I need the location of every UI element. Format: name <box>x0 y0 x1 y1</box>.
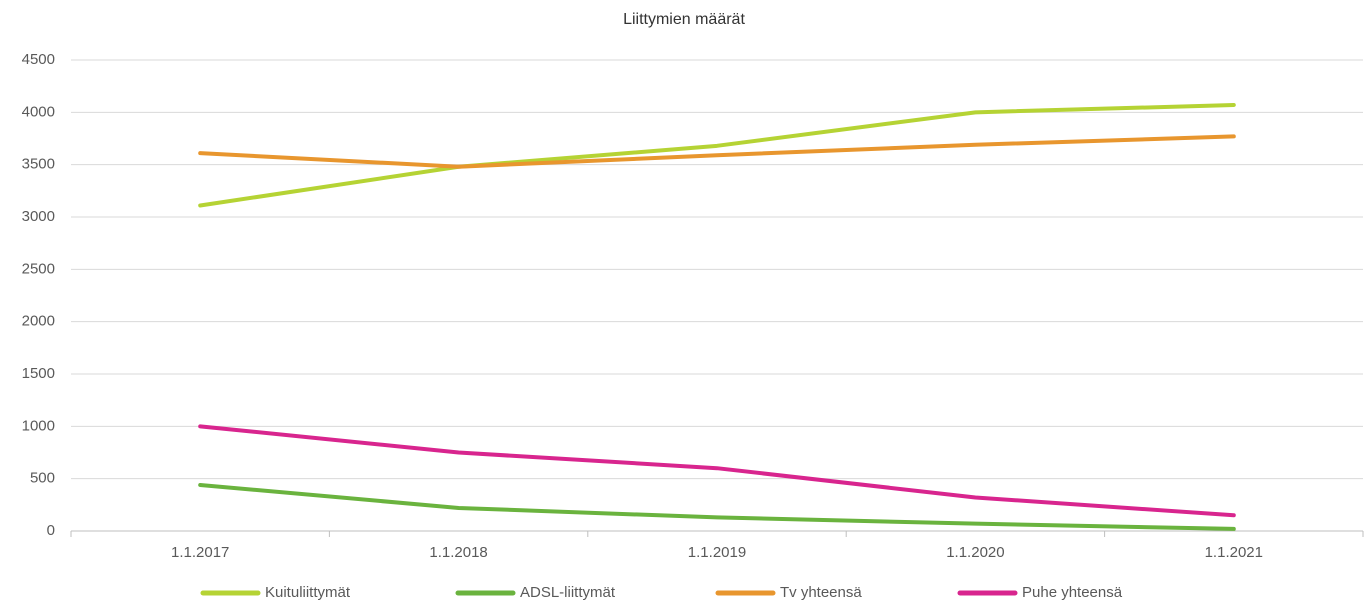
series-line <box>198 424 1236 518</box>
y-tick-label: 0 <box>47 522 55 539</box>
y-tick-label: 1000 <box>22 417 55 434</box>
x-tick-label: 1.1.2020 <box>946 544 1004 561</box>
x-tick-label: 1.1.2018 <box>429 544 487 561</box>
x-tick-label: 1.1.2021 <box>1205 544 1263 561</box>
x-tick-label: 1.1.2017 <box>171 544 229 561</box>
series-line <box>198 134 1236 169</box>
x-tick-label: 1.1.2019 <box>688 544 746 561</box>
y-tick-label: 3000 <box>22 208 55 225</box>
y-tick-label: 4000 <box>22 103 55 120</box>
y-tick-label: 2500 <box>22 260 55 277</box>
y-tick-label: 500 <box>30 470 55 487</box>
chart-title: Liittymien määrät <box>623 11 745 28</box>
legend-label: Puhe yhteensä <box>1022 584 1123 601</box>
series-line <box>198 482 1236 531</box>
series-line <box>198 103 1236 208</box>
legend-label: Kuituliittymät <box>265 584 351 601</box>
y-tick-label: 4500 <box>22 51 55 68</box>
legend-label: Tv yhteensä <box>780 584 862 601</box>
y-tick-label: 3500 <box>22 156 55 173</box>
y-tick-label: 1500 <box>22 365 55 382</box>
legend-label: ADSL-liittymät <box>520 584 616 601</box>
y-tick-label: 2000 <box>22 313 55 330</box>
